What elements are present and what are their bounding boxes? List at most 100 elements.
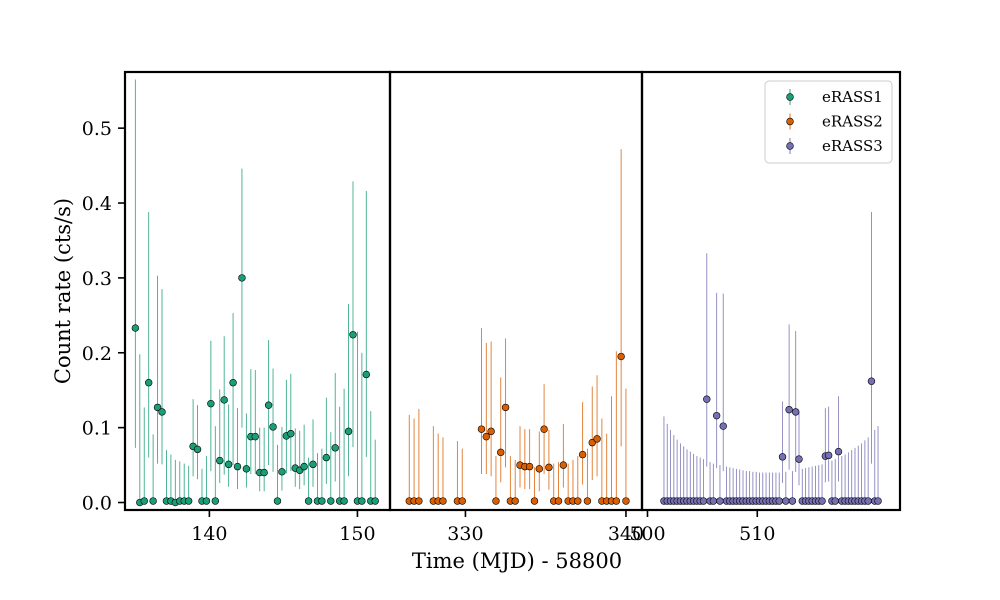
legend-label-erass2: eRASS2 [822,113,883,131]
eRASS3-data-point [867,377,876,385]
eRASS3-data-point [778,453,787,461]
eRASS2-data-point [559,461,568,469]
eRASS1-data-point [233,462,242,471]
eRASS2-data-point [574,497,582,505]
x-tick-label: 140 [191,523,227,545]
eRASS3-data-point [709,497,718,505]
eRASS2-data-point [492,497,500,505]
eRASS2-data-point [593,435,601,443]
eRASS1-data-point [158,408,166,416]
eRASS3-data-point [716,497,724,505]
eRASS1-data-point [344,427,353,436]
legend-marker [786,142,794,150]
eRASS2-data-point [525,462,534,471]
panel-frame [388,70,644,512]
eRASS3-data-point [792,408,800,416]
eRASS1-data-point [304,497,313,505]
legend-label-erass1: eRASS1 [822,88,883,106]
eRASS3-data-point [788,497,797,505]
panel-1: 140 150 [123,70,392,545]
eRASS2-data-point [482,432,491,441]
eRASS2-data-point [578,450,587,459]
eRASS2-data-point [622,497,630,505]
eRASS1-data-point [216,456,224,465]
legend-marker [786,117,794,126]
eRASS3-data-point [775,497,783,505]
eRASS1-data-point [229,379,237,387]
eRASS1-data-point [193,445,202,454]
eRASS1-data-point [322,453,331,462]
eRASS1-data-point [220,396,228,404]
eRASS3-data-point [874,497,882,505]
x-tick-label: 510 [739,523,775,545]
eRASS1-data-point [358,497,366,505]
eRASS2-data-point [511,497,519,505]
eRASS3-data-point [719,422,727,430]
eRASS1-data-point [269,423,277,431]
x-tick-label: 340 [608,523,644,545]
eRASS2-data-point [487,427,495,436]
eRASS1-data-point [273,497,282,505]
eRASS1-data-point [260,468,268,477]
eRASS1-data-point [349,331,357,339]
y-axis: 0.0 0.1 0.2 0.3 0.4 0.5 [82,118,125,515]
legend-label-erass3: eRASS3 [822,137,883,155]
eRASS1-data-point [318,497,326,505]
eRASS2-data-point [588,438,596,447]
eRASS1-data-point [202,497,211,505]
eRASS1-data-point [140,497,148,505]
eRASS1-data-point [327,497,335,505]
panel-2: 330 340 [388,70,644,545]
eRASS1-data-point [331,444,339,452]
eRASS3-data-point [712,411,721,420]
eRASS1-data-point [278,468,286,476]
y-axis-label: Count rate (cts/s) [51,198,75,384]
eRASS1-data-point [362,370,371,379]
legend-marker [786,93,794,101]
eRASS3-data-point [831,497,839,505]
eRASS3-data-point [703,395,711,403]
eRASS1-data-point [224,460,233,469]
eRASS1-data-point [149,497,157,505]
eRASS2-data-point [439,497,447,505]
eRASS1-data-point [211,497,220,505]
x-tick-label: 150 [339,523,375,545]
eRASS1-data-point [264,401,273,409]
y-tick-label: 0.1 [82,418,112,440]
eRASS1-data-point [184,497,193,505]
eRASS2-data-point [554,497,563,505]
eRASS1-data-point [287,429,295,438]
y-tick-label: 0.5 [82,118,112,140]
eRASS1-data-point [371,497,379,505]
eRASS2-data-point [501,403,510,412]
eRASS2-data-point [530,497,539,505]
eRASS2-data-point [540,425,548,433]
eRASS1-data-point [340,497,348,505]
panel-3: 500 510 [629,70,902,545]
eRASS2-data-point [497,448,505,457]
eRASS1-data-point [144,379,153,387]
x-axis-label: Time (MJD) - 58800 [412,549,622,573]
eRASS2-data-point [583,497,592,505]
eRASS1-data-point [300,462,308,471]
eRASS2-data-point [458,497,466,505]
eRASS3-data-point [785,405,793,414]
y-tick-label: 0.0 [82,493,112,515]
eRASS2-data-point [612,497,621,505]
eRASS3-data-point [834,447,843,456]
panel-frame [640,70,902,512]
panel-frame [123,70,392,512]
eRASS3-data-point [782,497,790,505]
eRASS1-data-point [131,324,140,332]
eRASS2-data-point [415,497,423,505]
y-tick-label: 0.2 [82,343,112,365]
y-tick-label: 0.4 [82,193,112,215]
y-tick-label: 0.3 [82,268,112,290]
eRASS1-data-point [238,274,246,282]
eRASS3-data-point [699,497,708,505]
legend-box [764,80,893,164]
eRASS1-data-point [153,403,162,412]
eRASS1-data-point [207,399,215,408]
